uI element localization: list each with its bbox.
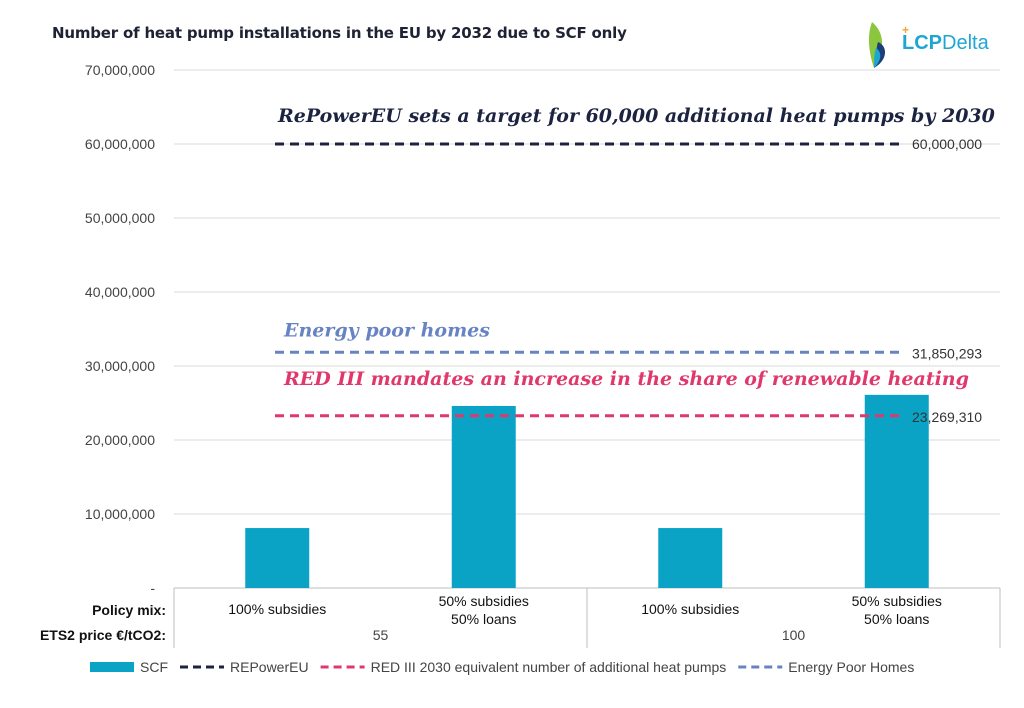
y-tick-label: 10,000,000 xyxy=(85,506,155,522)
legend-label: SCF xyxy=(140,659,168,675)
legend-label: REPowerEU xyxy=(230,659,309,675)
y-tick-label: 60,000,000 xyxy=(85,136,155,152)
ets2-row-label: ETS2 price €/tCO2: xyxy=(40,627,166,643)
legend-label: RED III 2030 equivalent number of additi… xyxy=(371,659,727,675)
y-tick-label: 20,000,000 xyxy=(85,432,155,448)
reference-annotation: Energy poor homes xyxy=(283,319,490,341)
scf-bar xyxy=(864,394,929,588)
logo-plus-mark: + xyxy=(902,23,910,37)
category-label: 50% subsidies xyxy=(439,593,529,609)
category-label: 100% subsidies xyxy=(641,601,739,617)
chart-title: Number of heat pump installations in the… xyxy=(52,24,627,42)
reference-annotation: RePowerEU sets a target for 60,000 addit… xyxy=(277,105,995,127)
reference-annotation: RED III mandates an increase in the shar… xyxy=(283,368,969,390)
policy-mix-row-label: Policy mix: xyxy=(92,602,166,618)
logo-text: LCPDelta xyxy=(902,32,989,55)
logo-text-lcp: LCP xyxy=(902,32,942,54)
reference-value-label: 31,850,293 xyxy=(912,345,982,361)
legend-label: Energy Poor Homes xyxy=(788,659,914,675)
category-label: 50% subsidies xyxy=(852,593,942,609)
category-label: 50% loans xyxy=(451,611,516,627)
legend-swatch-bar xyxy=(90,662,134,672)
leaf-logo-icon xyxy=(868,22,886,68)
logo-text-delta: Delta xyxy=(942,32,989,54)
scf-bar xyxy=(658,528,723,588)
y-tick-label: 40,000,000 xyxy=(85,284,155,300)
category-label: 100% subsidies xyxy=(228,601,326,617)
y-tick-label: 30,000,000 xyxy=(85,358,155,374)
category-label: 50% loans xyxy=(864,611,929,627)
reference-value-label: 60,000,000 xyxy=(912,136,982,152)
ets2-group-label: 100 xyxy=(782,627,806,643)
scf-bar xyxy=(451,405,516,588)
y-tick-label: - xyxy=(150,580,155,596)
y-tick-label: 70,000,000 xyxy=(85,62,155,78)
ets2-group-label: 55 xyxy=(373,627,389,643)
reference-value-label: 23,269,310 xyxy=(912,409,982,425)
lcp-delta-logo: + LCPDelta xyxy=(862,18,1012,73)
scf-bar xyxy=(245,528,310,588)
y-tick-label: 50,000,000 xyxy=(85,210,155,226)
